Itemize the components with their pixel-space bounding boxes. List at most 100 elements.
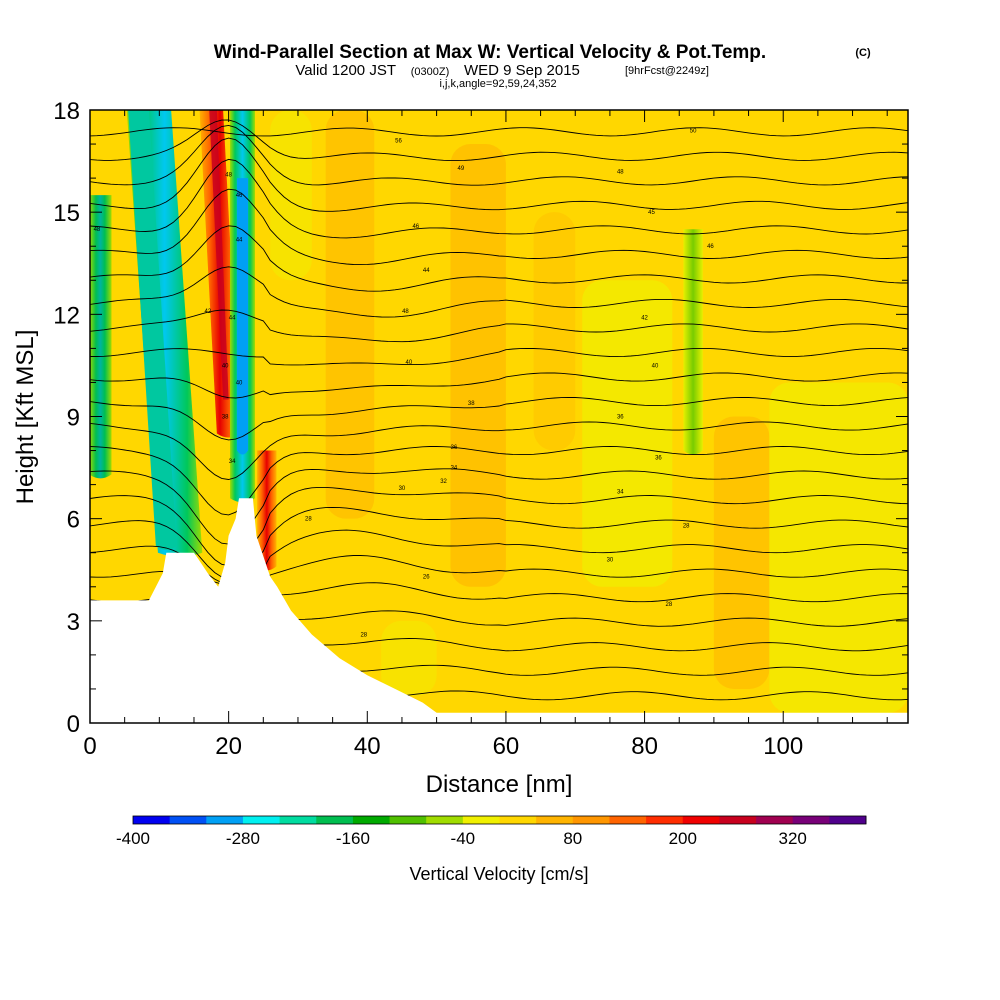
x-tick-label: 60 xyxy=(493,733,520,760)
theta-contour xyxy=(90,124,908,186)
colorbar-swatch xyxy=(499,816,537,824)
contour-label: 48 xyxy=(94,227,101,233)
colorbar-swatch xyxy=(792,816,830,824)
forecast-info: [9hrFcst@2249z] xyxy=(625,65,709,77)
contour-label: 46 xyxy=(236,193,243,199)
contour-label: 44 xyxy=(423,268,430,274)
contour-label: 34 xyxy=(617,489,624,495)
contour-label: 42 xyxy=(205,309,212,315)
colorbar-swatch xyxy=(572,816,610,824)
colorbar-swatch xyxy=(279,816,317,824)
contour-label: 42 xyxy=(641,316,648,322)
theta-contour xyxy=(90,266,908,318)
colorbar-swatch xyxy=(426,816,464,824)
weak-subsidence-band xyxy=(270,110,312,281)
valid-time-line: Valid 1200 JST (0300Z) WED 9 Sep 2015 [9… xyxy=(295,62,709,79)
weak-subsidence-band xyxy=(381,620,437,696)
contour-label: 30 xyxy=(399,486,406,492)
contour-label: 32 xyxy=(440,479,447,485)
colorbar-swatch xyxy=(389,816,427,824)
colorbar-frame xyxy=(132,815,867,825)
contour-label: 45 xyxy=(648,210,655,216)
contour-label: 40 xyxy=(406,360,413,366)
contour-label: 26 xyxy=(423,575,430,581)
colorbar-swatch xyxy=(646,816,684,824)
colorbar-swatch xyxy=(682,816,720,824)
colorbar-swatch xyxy=(242,816,281,824)
theta-contour xyxy=(90,446,908,516)
valid-prefix: Valid 1200 JST xyxy=(295,62,396,79)
colorbar-swatch xyxy=(133,816,171,824)
theta-contour xyxy=(90,119,908,162)
updraft-core xyxy=(257,450,277,571)
contour-label: 34 xyxy=(451,466,458,472)
contour-label: 49 xyxy=(458,166,465,172)
x-tick-label: 100 xyxy=(763,733,803,760)
y-tick-label: 18 xyxy=(53,98,80,125)
contour-label: 36 xyxy=(617,415,624,421)
colorbar-swatch xyxy=(609,816,647,824)
downdraft-core xyxy=(90,195,112,479)
theta-contour xyxy=(90,158,908,239)
y-tick-label: 12 xyxy=(53,302,80,329)
contour-label: 38 xyxy=(222,415,229,421)
colorbar-swatch xyxy=(536,816,574,824)
contour-label: 44 xyxy=(229,316,236,322)
colorbar-label: Vertical Velocity [cm/s] xyxy=(409,864,588,884)
x-axis-label: Distance [nm] xyxy=(426,771,573,798)
colorbar-swatch xyxy=(756,816,794,824)
colorbar-swatch xyxy=(829,816,867,824)
contour-label: 34 xyxy=(229,459,236,465)
valid-utc: (0300Z) xyxy=(411,66,450,78)
colorbar: -400 -280 -160 -40 80 200 320 xyxy=(116,815,867,848)
colorbar-swatch xyxy=(169,816,207,824)
theta-contour xyxy=(90,421,908,480)
colorbar-tick-label: 80 xyxy=(563,829,582,848)
contour-label: 50 xyxy=(690,128,697,134)
colorbar-tick-label: 320 xyxy=(779,829,807,848)
contour-label: 48 xyxy=(225,173,232,179)
colorbar-swatch xyxy=(462,816,500,824)
y-tick-label: 6 xyxy=(67,507,80,534)
theta-contour xyxy=(90,225,908,292)
y-tick-label: 9 xyxy=(67,405,80,432)
theta-contour xyxy=(90,468,908,545)
contour-label: 36 xyxy=(451,445,458,451)
contour-label: 48 xyxy=(617,169,624,175)
contour-label: 38 xyxy=(468,401,475,407)
colorbar-swatch xyxy=(719,816,757,824)
x-tick-label: 0 xyxy=(83,733,96,760)
downdraft-core xyxy=(128,110,177,550)
theta-contour xyxy=(90,309,908,343)
contour-label: 44 xyxy=(236,237,243,243)
y-tick-label: 3 xyxy=(67,609,80,636)
contour-label: 46 xyxy=(707,244,714,250)
downdraft-core xyxy=(236,178,249,455)
weak-updraft-band xyxy=(533,212,576,451)
contour-label: 48 xyxy=(402,309,409,315)
contour-label: 36 xyxy=(655,455,662,461)
x-axis: 0 20 40 60 80 100 xyxy=(83,110,888,760)
theta-contour xyxy=(90,372,908,399)
x-tick-label: 40 xyxy=(354,733,381,760)
theta-contour xyxy=(90,188,908,266)
contour-label: 40 xyxy=(236,380,243,386)
valid-date: WED 9 Sep 2015 xyxy=(464,62,580,79)
y-tick-label: 15 xyxy=(53,200,80,227)
downdraft-core xyxy=(683,229,703,455)
terrain xyxy=(90,498,908,723)
colorbar-swatch xyxy=(206,816,244,824)
weak-updraft-band xyxy=(713,416,770,689)
weak-updraft-band xyxy=(325,110,375,519)
weak-updraft-band xyxy=(450,144,506,587)
contour-label: 28 xyxy=(305,517,312,523)
colorbar-swatch xyxy=(352,816,391,824)
contour-label: 40 xyxy=(222,363,229,369)
contour-label: 46 xyxy=(412,224,419,230)
weak-subsidence-band xyxy=(582,280,673,587)
contour-label: 30 xyxy=(607,558,614,564)
copyright-mark: (C) xyxy=(855,47,871,59)
contour-label: 28 xyxy=(360,632,367,638)
